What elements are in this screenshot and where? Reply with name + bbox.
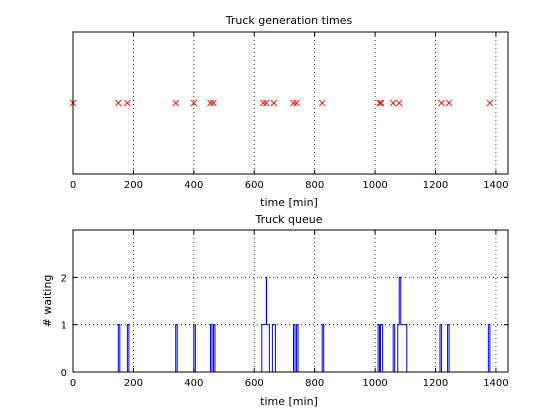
x-tick-label: 1200 bbox=[423, 180, 448, 191]
data-point bbox=[318, 99, 326, 107]
data-point bbox=[270, 99, 278, 107]
y-tick-label: 2 bbox=[61, 273, 67, 284]
x-tick-label: 1400 bbox=[483, 378, 508, 389]
generation-times-chart: Truck generation times 0 200 400 600 800 1000… bbox=[69, 14, 509, 209]
plot-frame bbox=[72, 229, 509, 373]
y-axis-label: # waiting bbox=[41, 275, 54, 328]
queue-series-line bbox=[73, 276, 508, 373]
x-tick-label: 400 bbox=[184, 378, 203, 389]
x-tick-label: 800 bbox=[305, 378, 324, 389]
truck-queue-chart: Truck queue 0 200 400 600 800 1000 1200 1400 0 1 2… bbox=[41, 213, 509, 408]
x-tick-label: 800 bbox=[305, 180, 324, 191]
data-point bbox=[445, 99, 453, 107]
x-tick-label: 200 bbox=[124, 180, 143, 191]
data-point bbox=[438, 99, 445, 107]
x-axis-label: time [min] bbox=[260, 196, 318, 209]
data-point bbox=[293, 99, 300, 107]
y-tick-label: 0 bbox=[61, 368, 67, 379]
x-tick-label: 400 bbox=[184, 180, 203, 191]
data-point bbox=[190, 99, 198, 107]
data-point bbox=[172, 99, 180, 107]
data-point bbox=[259, 99, 267, 107]
data-point bbox=[389, 99, 397, 107]
x-tick-label: 0 bbox=[70, 180, 76, 191]
data-point bbox=[207, 99, 214, 107]
data-point bbox=[114, 99, 122, 107]
x-tick-label: 1000 bbox=[362, 180, 387, 191]
data-point bbox=[262, 99, 270, 107]
x-tick-label: 0 bbox=[70, 378, 76, 389]
x-tick-label: 1200 bbox=[423, 378, 448, 389]
data-point bbox=[395, 99, 403, 107]
chart-title: Truck queue bbox=[255, 213, 323, 226]
data-point bbox=[210, 99, 217, 107]
data-point bbox=[486, 99, 494, 107]
plot-frame bbox=[72, 31, 509, 175]
x-axis-label: time [min] bbox=[260, 395, 318, 408]
y-tick-label: 1 bbox=[61, 321, 67, 332]
x-tick-label: 200 bbox=[124, 378, 143, 389]
data-point bbox=[124, 99, 131, 107]
data-point bbox=[290, 99, 297, 107]
x-tick-label: 600 bbox=[245, 378, 264, 389]
x-tick-label: 1000 bbox=[362, 378, 387, 389]
x-tick-label: 1400 bbox=[483, 180, 508, 191]
x-tick-label: 600 bbox=[245, 180, 264, 191]
data-point bbox=[377, 99, 385, 107]
data-point bbox=[376, 99, 383, 107]
chart-title: Truck generation times bbox=[225, 14, 353, 27]
